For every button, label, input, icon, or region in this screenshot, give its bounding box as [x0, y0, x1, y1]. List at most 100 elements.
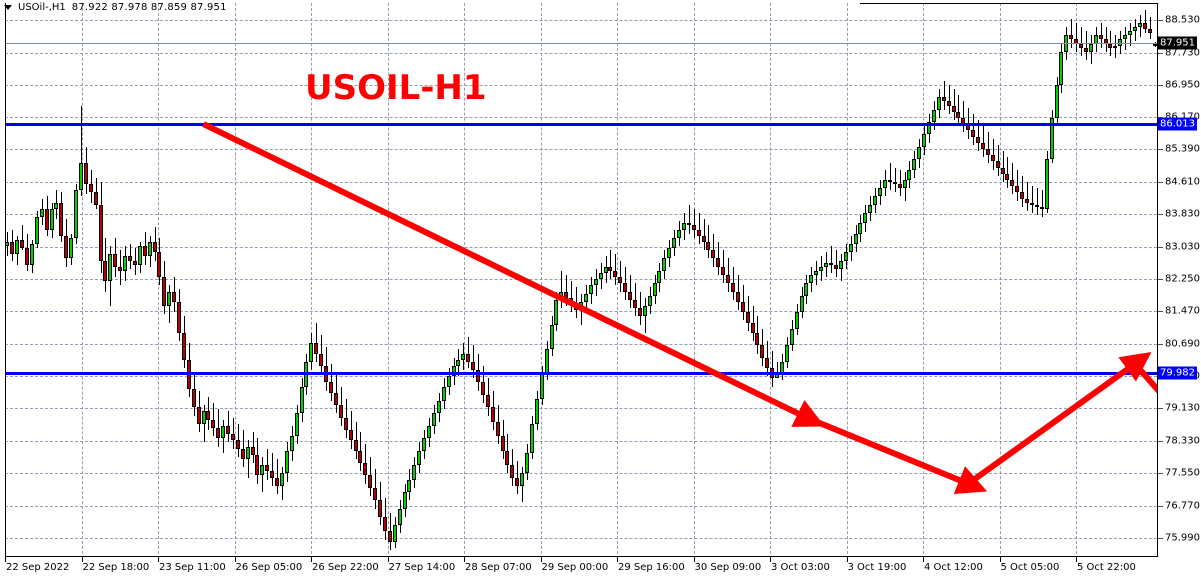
candle-body-bullish [280, 473, 284, 486]
candle-body-bullish [30, 243, 34, 265]
price-tick [1158, 279, 1163, 281]
candle-body-bullish [456, 359, 460, 366]
candle-body-bullish [657, 270, 661, 284]
price-tick [1158, 537, 1163, 539]
price-tick [1158, 19, 1163, 21]
candle-wick [316, 322, 317, 362]
candle-body-bearish [613, 270, 617, 278]
chart-header: USOil-,H1 87.922 87.978 87.859 87.951 [0, 0, 1201, 15]
candle-body-bullish [907, 169, 911, 180]
candle-body-bearish [893, 181, 897, 185]
time-axis-label: 22 Sep 2022 [6, 562, 70, 573]
candle-wick [836, 250, 837, 278]
candle-body-bullish [221, 425, 225, 439]
gridline-horizontal [5, 473, 1157, 475]
candle-body-bearish [628, 291, 632, 300]
price-level-line[interactable] [5, 371, 1157, 375]
candle-body-bullish [1045, 159, 1049, 209]
candle-body-bearish [574, 303, 578, 311]
candle-body-bearish [496, 421, 500, 437]
price-axis-label: 80.690 [1165, 338, 1200, 350]
time-tick [617, 557, 618, 562]
candle-body-bearish [1074, 39, 1078, 44]
time-axis-label: 5 Oct 22:00 [1077, 562, 1136, 573]
candle-body-bearish [1025, 198, 1029, 203]
price-axis-label: 87.730 [1165, 47, 1200, 59]
time-axis-label: 4 Oct 12:00 [924, 562, 983, 573]
triangle-down-icon[interactable] [4, 5, 12, 10]
price-level-line[interactable] [5, 122, 1157, 126]
price-tick [1158, 181, 1163, 183]
candle-wick [1037, 188, 1038, 216]
candle-body-bearish [1148, 29, 1152, 34]
candle-body-bearish [564, 291, 568, 298]
price-tick [1158, 311, 1163, 313]
candle-wick [1145, 10, 1146, 34]
candle-body-bullish [290, 436, 294, 451]
candle-body-bullish [682, 223, 686, 230]
candle-wick [620, 260, 621, 292]
candle-body-bearish [726, 274, 730, 284]
candle-body-bullish [447, 376, 451, 387]
candle-body-bearish [471, 361, 475, 371]
candle-body-bearish [20, 239, 24, 249]
candle-body-bullish [50, 208, 54, 230]
gridline-horizontal [5, 52, 1157, 54]
candle-wick [1071, 18, 1072, 48]
candle-body-bearish [608, 266, 612, 271]
candle-body-bearish [59, 202, 63, 236]
time-axis[interactable]: 22 Sep 2022 22 Sep 18:00 23 Sep 11:00 26 Se… [0, 557, 1201, 579]
candle-wick [973, 113, 974, 145]
candle-body-bullish [863, 212, 867, 224]
candle-body-bearish [1040, 206, 1044, 209]
time-tick [999, 557, 1001, 562]
plot-border-top [860, 3, 1157, 4]
time-tick [311, 557, 312, 562]
candle-body-bearish [349, 429, 353, 441]
candle-body-bearish [486, 394, 490, 408]
candle-body-bearish [319, 353, 323, 366]
candle-body-bearish [383, 516, 387, 532]
chart-plot-area[interactable] [5, 3, 1157, 554]
candle-body-bullish [1089, 43, 1093, 52]
candle-body-bullish [559, 291, 563, 300]
time-tick [5, 557, 6, 562]
candle-wick [615, 254, 616, 286]
candle-body-bullish [584, 293, 588, 302]
candle-body-bearish [94, 192, 98, 205]
candle-body-bullish [554, 299, 558, 325]
price-axis-label: 83.030 [1165, 241, 1200, 253]
candle-body-bullish [1123, 35, 1127, 40]
candle-body-bullish [535, 398, 539, 424]
candle-wick [831, 246, 832, 273]
current-price-line[interactable] [5, 43, 1157, 45]
price-axis[interactable]: 88.53087.73086.95086.17085.39084.61083.8… [1158, 0, 1201, 557]
price-axis-label: 79.130 [1165, 402, 1200, 414]
candle-body-bearish [618, 277, 622, 284]
candle-body-bearish [971, 130, 975, 137]
candle-body-bearish [942, 97, 946, 102]
candle-body-bullish [927, 122, 931, 135]
candle-body-bearish [1001, 167, 1005, 174]
candle-wick [468, 336, 469, 368]
candle-wick [988, 132, 989, 164]
candle-body-bullish [520, 473, 524, 486]
candle-body-bullish [1055, 84, 1059, 118]
candle-wick [900, 169, 901, 197]
candle-wick [22, 225, 23, 251]
price-tick [1158, 441, 1163, 443]
plot-border-right [1157, 3, 1158, 557]
candle-wick [954, 88, 955, 120]
candle-body-bearish [211, 419, 215, 428]
candle-body-bullish [672, 237, 676, 249]
candle-body-bearish [45, 208, 49, 230]
candle-body-bullish [800, 295, 804, 313]
candle-body-bullish [1133, 26, 1137, 32]
candle-body-bearish [481, 382, 485, 395]
candle-body-bullish [1050, 117, 1054, 160]
candle-body-bearish [89, 184, 93, 193]
candle-body-bearish [755, 332, 759, 346]
price-axis-label: 76.770 [1165, 500, 1200, 512]
candle-body-bullish [422, 438, 426, 451]
candle-body-bullish [790, 328, 794, 346]
